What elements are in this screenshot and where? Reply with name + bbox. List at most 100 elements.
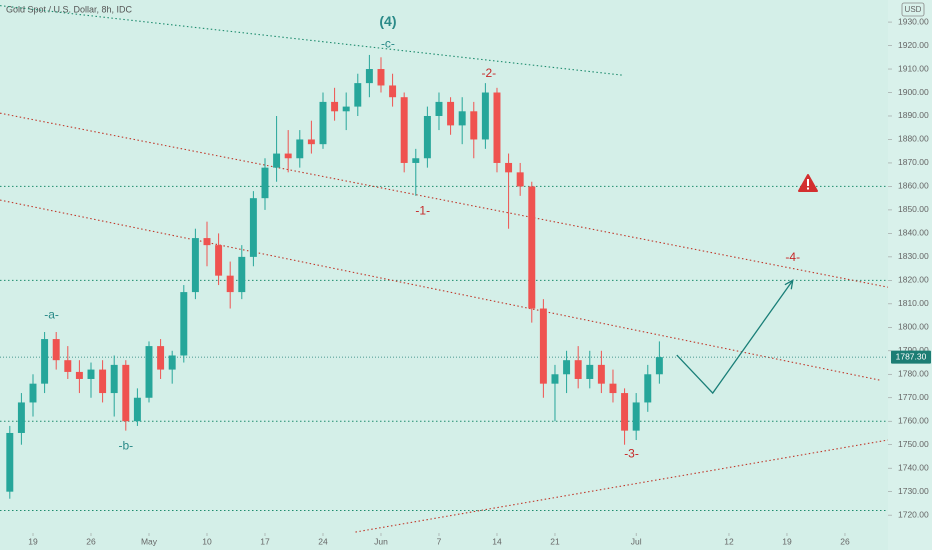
candle-body — [447, 101, 455, 126]
unit-box — [901, 2, 925, 17]
y-tick-label: 1780.00 — [898, 369, 929, 379]
candle-body — [122, 364, 130, 422]
candle-body — [574, 360, 582, 379]
x-tick-label: Jul — [631, 536, 642, 546]
y-tick-label: 1840.00 — [898, 228, 929, 238]
last-price-box — [891, 350, 931, 364]
candle-body — [75, 371, 83, 379]
candle-body — [505, 162, 513, 173]
candle-body — [64, 360, 72, 372]
candle-body — [377, 69, 385, 86]
x-tick-label: 17 — [260, 536, 270, 546]
x-tick-label: 7 — [437, 536, 442, 546]
candle-body — [551, 374, 559, 384]
y-tick-label: 1810.00 — [898, 298, 929, 308]
candle-body — [168, 355, 176, 370]
y-tick-label: 1890.00 — [898, 110, 929, 120]
y-tick-label: 1790.00 — [898, 345, 929, 355]
candle-body — [655, 357, 663, 375]
candle-body — [99, 369, 107, 394]
candle-body — [609, 383, 617, 394]
y-tick-label: 1880.00 — [898, 134, 929, 144]
candle-body — [226, 275, 234, 293]
candle-body — [493, 92, 501, 163]
candle-body — [365, 69, 373, 84]
candle-body — [412, 158, 420, 163]
x-tick-label: 19 — [28, 536, 38, 546]
x-tick-label: 21 — [550, 536, 560, 546]
candle-body — [528, 186, 536, 309]
candle-body — [249, 198, 257, 257]
candle-body — [470, 111, 478, 140]
wave-label: -a- — [44, 308, 59, 322]
candle-body — [597, 364, 605, 384]
wave-label: (4) — [379, 13, 396, 29]
y-tick-label: 1740.00 — [898, 462, 929, 472]
trend-line — [0, 5, 623, 76]
candle-body — [203, 238, 211, 246]
candle-body — [632, 402, 640, 431]
candle-body — [435, 101, 443, 116]
candle-body — [29, 383, 37, 403]
candle-body — [307, 139, 315, 145]
candle-body — [238, 256, 246, 293]
y-tick-label: 1770.00 — [898, 392, 929, 402]
candle-body — [389, 85, 397, 98]
trend-line — [0, 112, 888, 288]
x-tick-label: May — [141, 536, 158, 546]
candle-body — [284, 153, 292, 159]
x-tick-label: 14 — [492, 536, 502, 546]
projection-path — [676, 279, 794, 395]
warning-icon — [798, 174, 818, 192]
y-tick-label: 1850.00 — [898, 204, 929, 214]
x-tick-label: 26 — [86, 536, 96, 546]
y-tick-label: 1820.00 — [898, 275, 929, 285]
wave-label: -b- — [118, 438, 133, 452]
candle-body — [157, 346, 165, 370]
axis-unit: USD — [905, 5, 922, 14]
x-tick-label: 12 — [724, 536, 734, 546]
candle-body — [191, 238, 199, 293]
candle-body — [331, 101, 339, 112]
candle-body — [458, 111, 466, 126]
y-tick-label: 1730.00 — [898, 486, 929, 496]
candle-body — [539, 308, 547, 384]
y-tick-label: 1920.00 — [898, 40, 929, 50]
candle-body — [261, 167, 269, 199]
candle-body — [215, 245, 223, 276]
candle-body — [342, 106, 350, 112]
candle-body — [87, 369, 95, 379]
x-tick-label: 24 — [318, 536, 328, 546]
candle-body — [621, 393, 629, 431]
candle-body — [563, 360, 571, 375]
y-tick-label: 1930.00 — [898, 16, 929, 26]
y-tick-label: 1800.00 — [898, 322, 929, 332]
y-tick-label: 1900.00 — [898, 87, 929, 97]
y-tick-label: 1760.00 — [898, 415, 929, 425]
y-tick-label: 1870.00 — [898, 157, 929, 167]
candle-body — [481, 92, 489, 140]
candle-body — [41, 339, 49, 384]
candle-body — [400, 97, 408, 163]
y-tick-label: 1830.00 — [898, 251, 929, 261]
candle-body — [586, 364, 594, 379]
wave-label: -1- — [415, 203, 430, 217]
x-tick-label: 19 — [782, 536, 792, 546]
candle-body — [296, 139, 304, 159]
y-tick-label: 1860.00 — [898, 181, 929, 191]
candle-body — [273, 153, 281, 168]
price-axis-strip — [888, 0, 932, 550]
x-tick-label: 26 — [840, 536, 850, 546]
y-tick-label: 1910.00 — [898, 63, 929, 73]
projection-arrowhead — [784, 279, 794, 290]
x-tick-label: 10 — [202, 536, 212, 546]
candle-body — [516, 172, 524, 187]
candle-body — [6, 432, 14, 492]
candle-body — [110, 364, 118, 394]
candle-body — [145, 346, 153, 398]
last-price-label: 1787.30 — [896, 351, 927, 361]
candle-body — [644, 374, 652, 403]
wave-label: -3- — [624, 446, 639, 460]
